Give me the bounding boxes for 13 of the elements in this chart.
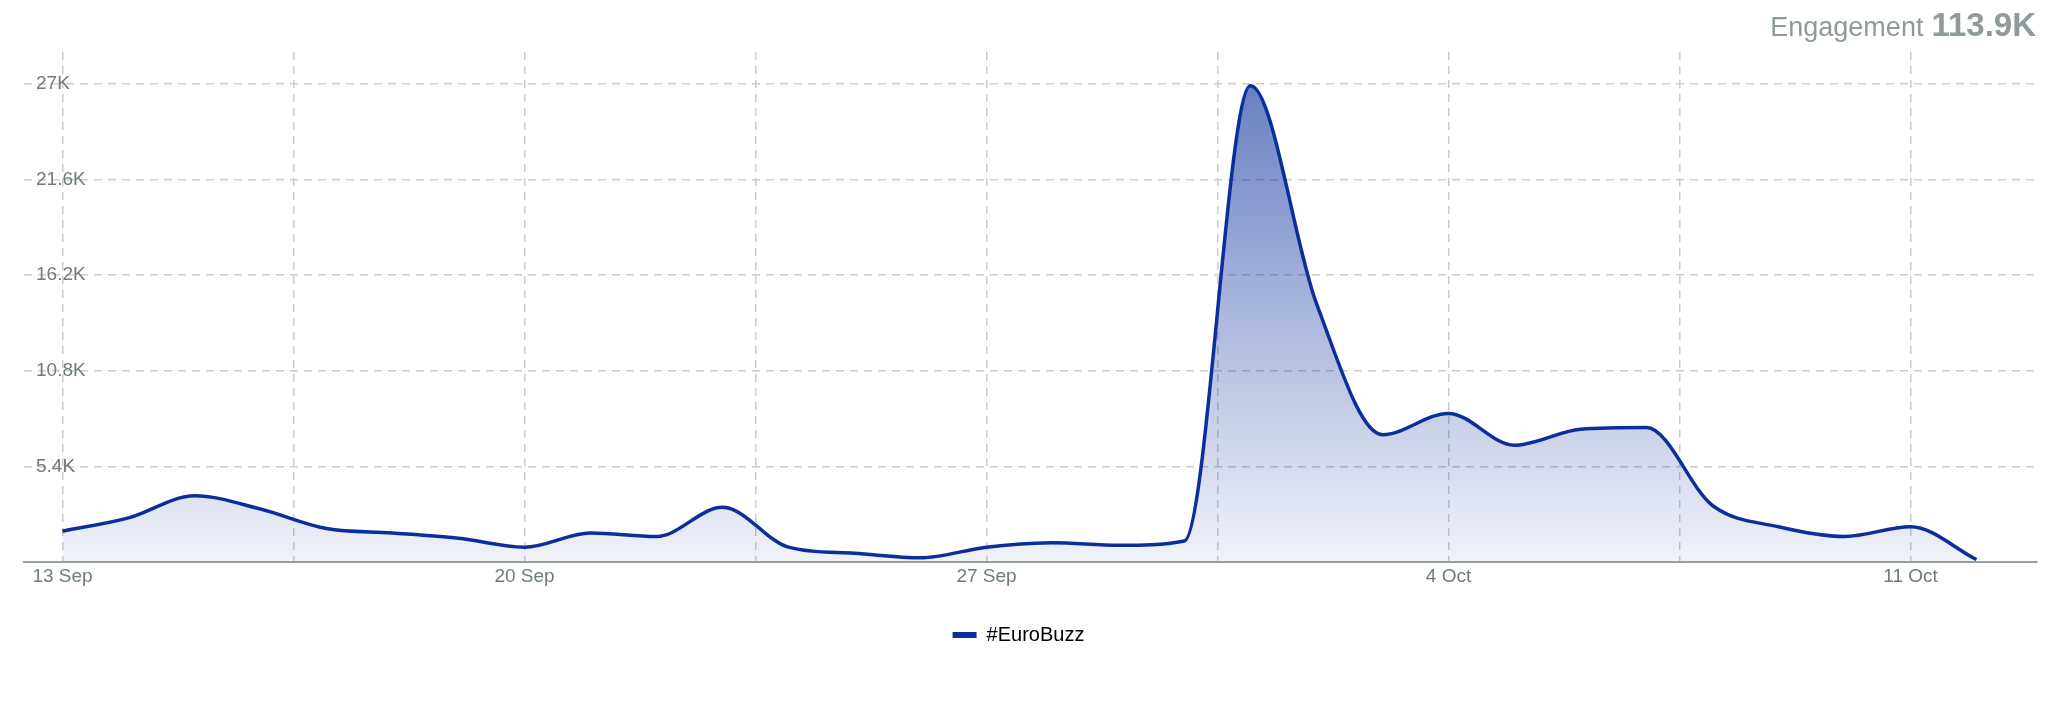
x-tick-label: 13 Sep xyxy=(32,564,93,586)
y-tick-label: 27K xyxy=(36,72,71,94)
x-tick-label: 27 Sep xyxy=(956,564,1017,586)
x-tick-label: 11 Oct xyxy=(1883,564,1939,586)
y-tick-label: 5.4K xyxy=(36,454,76,476)
x-tick-label: 4 Oct xyxy=(1425,564,1472,586)
y-tick-label: 10.8K xyxy=(36,359,86,381)
text: 113.9K xyxy=(1931,6,2036,43)
y-tick-label: 21.6K xyxy=(36,167,86,189)
text: Engagement xyxy=(1770,12,1924,42)
x-tick-label: 20 Sep xyxy=(494,564,555,586)
y-tick-label: 16.2K xyxy=(36,263,86,285)
legend-label: #EuroBuzz xyxy=(986,622,1085,645)
